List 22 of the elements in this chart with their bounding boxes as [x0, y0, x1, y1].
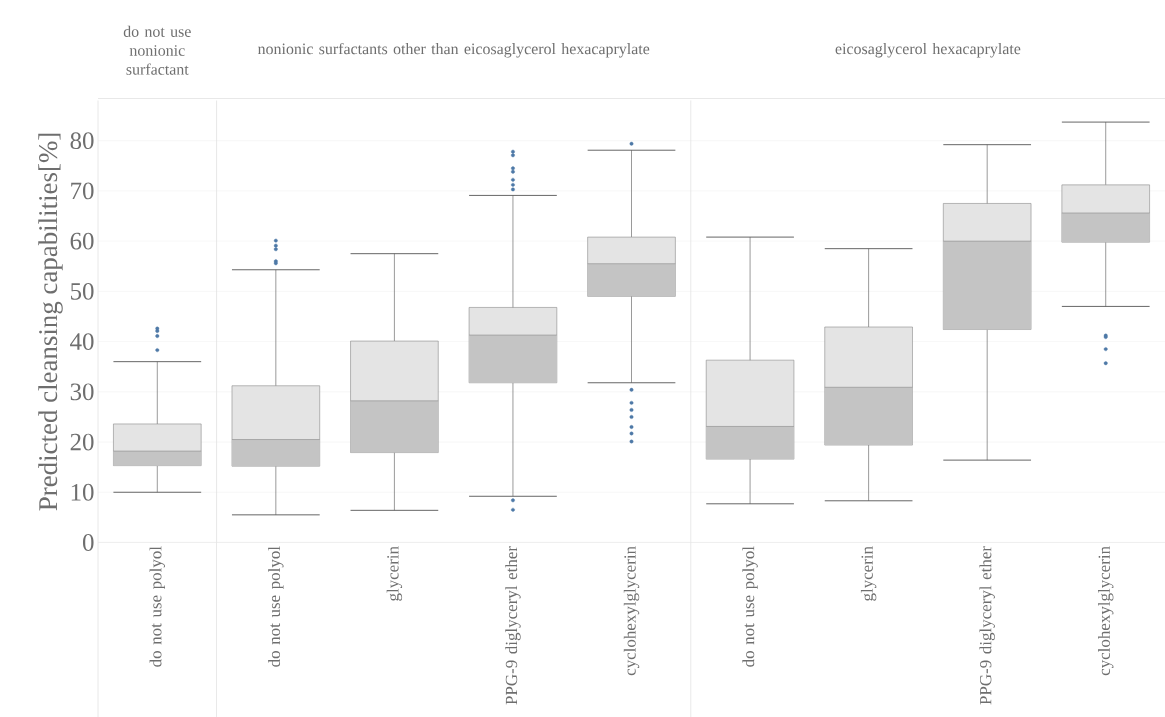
x-tick-label: do not use polyol	[149, 546, 165, 667]
chart-title: eicosaglycerol hexacaprylate	[835, 42, 1021, 58]
y-tick-label: 10	[71, 483, 94, 501]
x-tick-label: PPG-9 diglyceryl ether	[979, 546, 995, 705]
x-tick-label: cyclohexylglycerin	[1098, 546, 1114, 676]
y-tick-label: 40	[70, 333, 94, 350]
x-tick-label: do not use polyol	[742, 546, 758, 667]
y-tick-label: 50	[71, 282, 94, 300]
x-tick-label: PPG-9 diglyceryl ether	[505, 546, 521, 705]
chart-title: do not use nonionic surfactant	[123, 25, 191, 75]
x-tick-label: cyclohexylglycerin	[623, 546, 640, 676]
y-axis-title: Predicted cleansing capabilities[%]	[38, 133, 63, 511]
y-tick-label: 80	[70, 132, 94, 150]
chart-title: nonionic surfactants other than eicosaglycerol hexacaprylate	[257, 42, 650, 58]
y-tick-label: 30	[70, 383, 94, 401]
y-tick-label: 20	[70, 433, 94, 451]
y-tick-label: 0	[82, 534, 94, 551]
y-tick-label: 60	[70, 232, 94, 250]
x-tick-label: glycerin	[860, 546, 877, 601]
x-tick-label: glycerin	[386, 546, 403, 601]
y-tick-label: 70	[71, 182, 94, 200]
x-tick-label: do not use polyol	[268, 546, 284, 667]
